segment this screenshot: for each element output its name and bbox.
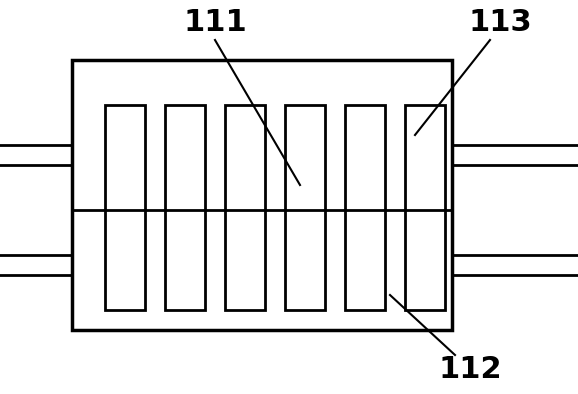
Bar [285,105,325,310]
Bar [225,105,265,310]
Bar [405,105,445,310]
Bar [165,105,205,310]
Text: 111: 111 [183,7,247,37]
Text: 113: 113 [468,7,532,37]
Bar [72,60,452,330]
Bar [105,105,145,310]
Text: 112: 112 [438,355,502,385]
Bar [345,105,385,310]
